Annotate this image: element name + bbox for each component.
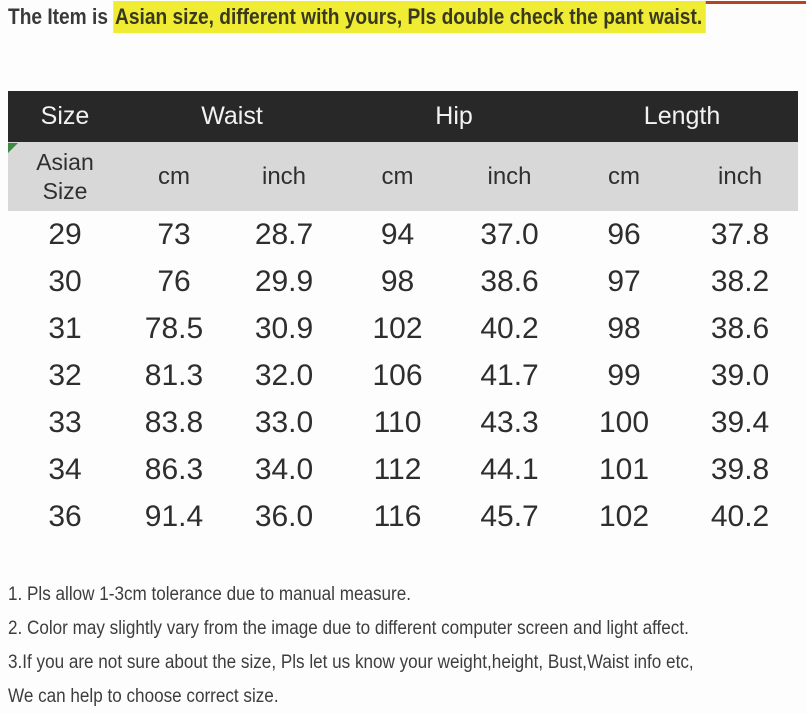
table-cell: 38.2 <box>682 258 799 305</box>
col-header-length: Length <box>643 102 721 130</box>
table-cell: 102 <box>566 493 683 540</box>
table-cell: 29.9 <box>226 258 343 305</box>
table-cell: 45.7 <box>453 493 567 540</box>
sub-header-hip-inch: inch <box>487 162 532 190</box>
table-cell: 33.0 <box>226 399 343 446</box>
table-cell: 34.0 <box>226 446 343 493</box>
table-cell: 30.9 <box>226 305 343 352</box>
note-line-4: We can help to choose correct size. <box>8 686 279 707</box>
table-cell: 112 <box>342 446 454 493</box>
table-cell: 38.6 <box>453 258 567 305</box>
table-cell: 40.2 <box>453 305 567 352</box>
table-cell: 102 <box>342 305 454 352</box>
sub-header-hip-cm: cm <box>381 162 414 190</box>
table-cell: 32.0 <box>226 352 343 399</box>
table-row: 33 83.8 33.0 110 43.3 100 39.4 <box>8 399 799 446</box>
table-cell: 28.7 <box>226 211 343 258</box>
sub-header-waist-inch: inch <box>261 162 307 190</box>
heading-prefix: The Item is <box>8 4 114 29</box>
col-header-hip: Hip <box>435 102 473 130</box>
table-row: 29 73 28.7 94 37.0 96 37.8 <box>8 211 799 258</box>
table-cell: 32 <box>8 352 122 399</box>
table-row: 32 81.3 32.0 106 41.7 99 39.0 <box>8 352 799 399</box>
table-cell: 30 <box>8 258 122 305</box>
note-line-3: 3.If you are not sure about the size, Pl… <box>8 652 694 673</box>
table-cell: 43.3 <box>453 399 567 446</box>
table-cell: 97 <box>566 258 683 305</box>
heading-highlight: Asian size, different with yours, Pls do… <box>113 1 706 33</box>
table-cell: 36 <box>8 493 122 540</box>
table-cell: 94 <box>342 211 454 258</box>
table-cell: 33 <box>8 399 122 446</box>
table-cell: 39.8 <box>682 446 799 493</box>
col-header-size: Size <box>40 102 90 130</box>
table-cell: 110 <box>342 399 454 446</box>
table-cell: 44.1 <box>453 446 567 493</box>
table-cell: 81.3 <box>122 352 226 399</box>
table-cell: 36.0 <box>226 493 343 540</box>
table-cell: 29 <box>8 211 122 258</box>
table-cell: 99 <box>566 352 683 399</box>
table-cell: 39.0 <box>682 352 799 399</box>
table-cell: 96 <box>566 211 683 258</box>
notes: 1. Pls allow 1-3cm tolerance due to manu… <box>8 578 694 714</box>
table-cell: 37.8 <box>682 211 799 258</box>
table-cell: 86.3 <box>122 446 226 493</box>
table-cell: 73 <box>122 211 226 258</box>
table-cell: 38.6 <box>682 305 799 352</box>
table-row: 36 91.4 36.0 116 45.7 102 40.2 <box>8 493 799 540</box>
table-row: 31 78.5 30.9 102 40.2 98 38.6 <box>8 305 799 352</box>
note-line-2: 2. Color may slightly vary from the imag… <box>8 618 689 639</box>
sub-header-length-cm: cm <box>608 162 641 190</box>
table-cell: 34 <box>8 446 122 493</box>
table-cell: 31 <box>8 305 122 352</box>
table-group-header-row: Size Waist Hip Length <box>8 91 799 142</box>
sub-header-asian-size: Asian Size <box>36 149 94 204</box>
size-table-body: 29 73 28.7 94 37.0 96 37.8 30 76 29.9 98 38.6 97 38.2… <box>8 211 799 540</box>
table-cell: 101 <box>566 446 683 493</box>
table-sub-header-row: Asian Size cm inch cm inch cm inch <box>8 142 799 211</box>
excel-corner-marker-icon <box>8 143 18 153</box>
sub-header-waist-cm: cm <box>158 162 190 190</box>
size-table: Size Waist Hip Length Asian Size cm inch… <box>8 91 799 540</box>
table-cell: 100 <box>566 399 683 446</box>
table-cell: 41.7 <box>453 352 567 399</box>
table-cell: 39.4 <box>682 399 799 446</box>
table-cell: 76 <box>122 258 226 305</box>
sub-header-length-inch: inch <box>718 162 763 190</box>
table-cell: 40.2 <box>682 493 799 540</box>
table-cell: 106 <box>342 352 454 399</box>
table-cell: 98 <box>342 258 454 305</box>
col-header-waist: Waist <box>201 102 263 130</box>
table-cell: 37.0 <box>453 211 567 258</box>
heading: The Item is Asian size, different with y… <box>8 1 706 33</box>
note-line-1: 1. Pls allow 1-3cm tolerance due to manu… <box>8 584 412 605</box>
table-row: 30 76 29.9 98 38.6 97 38.2 <box>8 258 799 305</box>
table-cell: 98 <box>566 305 683 352</box>
table-cell: 83.8 <box>122 399 226 446</box>
table-cell: 116 <box>342 493 454 540</box>
table-cell: 91.4 <box>122 493 226 540</box>
table-cell: 78.5 <box>122 305 226 352</box>
table-row: 34 86.3 34.0 112 44.1 101 39.8 <box>8 446 799 493</box>
